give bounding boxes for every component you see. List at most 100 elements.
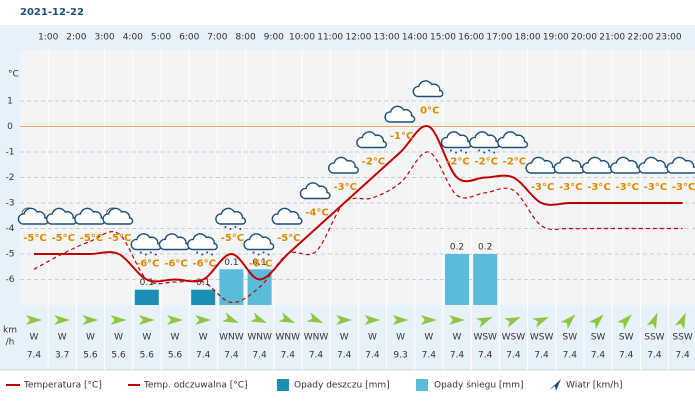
wind-direction: W: [199, 333, 208, 343]
snowflake: [478, 149, 481, 152]
wind-arrow: [336, 315, 353, 325]
snowflake: [239, 228, 242, 230]
wind-speed: 7.4: [591, 351, 606, 361]
temperature-line: [34, 125, 683, 283]
wind-arrow: [26, 315, 42, 325]
wind-direction: W: [114, 333, 123, 343]
temperature-label: -6°C: [249, 259, 272, 270]
wind-arrow: [420, 315, 437, 325]
wind-speed: 5.6: [111, 351, 126, 361]
precip-label: 0.1: [252, 258, 266, 268]
wind-unit: km: [3, 326, 17, 336]
wind-arrow: [475, 316, 493, 328]
wind-direction: WNW: [276, 333, 301, 343]
temperature-label: -2°C: [503, 157, 526, 168]
temperature-label: -3°C: [644, 182, 667, 193]
temperature-label: -5°C: [23, 233, 46, 244]
wind-direction: W: [58, 333, 67, 343]
y-tick-label: 0: [7, 122, 13, 132]
y-tick-label: -4: [6, 224, 15, 234]
y-tick-label: -3: [6, 199, 15, 209]
snowflake: [196, 251, 199, 254]
wind-direction: SW: [591, 333, 606, 343]
legend-swatch: [277, 379, 289, 391]
legend-label: Temp. odczuwalna [°C]: [143, 381, 248, 391]
precip-bar: [473, 254, 498, 305]
temperature-label: -5°C: [108, 233, 131, 244]
hour-label: 23:00: [656, 33, 682, 43]
wind-direction: W: [142, 333, 151, 343]
snowflake: [483, 151, 486, 154]
snowflake: [267, 253, 270, 256]
y-tick-label: -2: [6, 173, 15, 183]
weather-icon: [384, 105, 416, 123]
wind-arrow: [306, 312, 324, 324]
wind-speed: 5.6: [83, 351, 98, 361]
wind-direction: WNW: [304, 333, 329, 343]
wind-speed: 7.4: [647, 351, 662, 361]
wind-speed: 7.4: [422, 351, 437, 361]
temperature-label: -5°C: [277, 233, 300, 244]
legend-label: Opady śniegu [mm]: [434, 380, 523, 391]
wind-speed: 7.4: [224, 351, 239, 361]
wind-arrow: [646, 312, 658, 330]
wind-speed: 9.3: [393, 351, 407, 361]
wind-arrow: [392, 315, 409, 325]
temperature-label: -2°C: [362, 157, 385, 168]
wind-arrow: [504, 316, 521, 328]
wind-direction: SSW: [644, 333, 664, 343]
hour-label: 14:00: [402, 33, 428, 43]
temperature-label: 0°C: [420, 106, 439, 117]
wind-direction: SW: [562, 333, 577, 343]
snowflake: [257, 253, 260, 256]
snowflake: [139, 251, 142, 254]
snowflake: [252, 251, 255, 254]
wind-speed: 5.6: [168, 351, 183, 361]
hour-label: 10:00: [289, 33, 315, 43]
temperature-label: -5°C: [80, 233, 103, 244]
weather-icon: [271, 207, 303, 225]
weather-icon: [412, 80, 444, 98]
wind-speed: 7.4: [337, 351, 352, 361]
wind-speed: 7.4: [478, 351, 493, 361]
weather-icon: [327, 156, 359, 174]
temperature-label: -3°C: [615, 182, 638, 193]
wind-speed: 7.4: [563, 351, 578, 361]
wind-arrow: [138, 315, 155, 325]
wind-arrow: [195, 315, 212, 325]
y-tick-label: -1: [6, 148, 15, 158]
cloud: [384, 105, 416, 123]
wind-arrow: [250, 312, 267, 324]
temperature-label: -3°C: [531, 182, 554, 193]
snowflake: [149, 251, 152, 254]
legend-swatch: [549, 379, 561, 391]
hour-label: 3:00: [94, 33, 114, 43]
precip-bar: [134, 289, 159, 305]
weather-icon: [299, 182, 331, 200]
weather-icon: [497, 131, 529, 149]
wind-speed: 7.4: [252, 351, 267, 361]
legend-swatch: [416, 379, 428, 391]
y-tick-label: -5: [6, 250, 15, 260]
temperature-label: -2°C: [446, 157, 469, 168]
snowflake: [154, 253, 157, 256]
wind-speed: 7.4: [365, 351, 380, 361]
hour-label: 18:00: [515, 33, 541, 43]
wind-direction: W: [453, 333, 462, 343]
precip-label: 0.1: [224, 258, 238, 268]
weather-icon: [102, 207, 134, 225]
snowflake: [224, 226, 227, 228]
wind-direction: SSW: [672, 333, 692, 343]
hour-label: 17:00: [486, 33, 512, 43]
hour-label: 5:00: [151, 33, 171, 43]
wind-direction: WSW: [530, 333, 554, 343]
wind-arrow: [617, 314, 632, 330]
snowflake: [455, 151, 457, 154]
y-unit: °C: [8, 70, 19, 80]
hour-label: 20:00: [571, 33, 597, 43]
wind-direction: W: [30, 333, 39, 343]
snowflake: [229, 228, 232, 230]
wind-arrow: [167, 315, 183, 325]
precip-label: 0.2: [478, 243, 492, 253]
